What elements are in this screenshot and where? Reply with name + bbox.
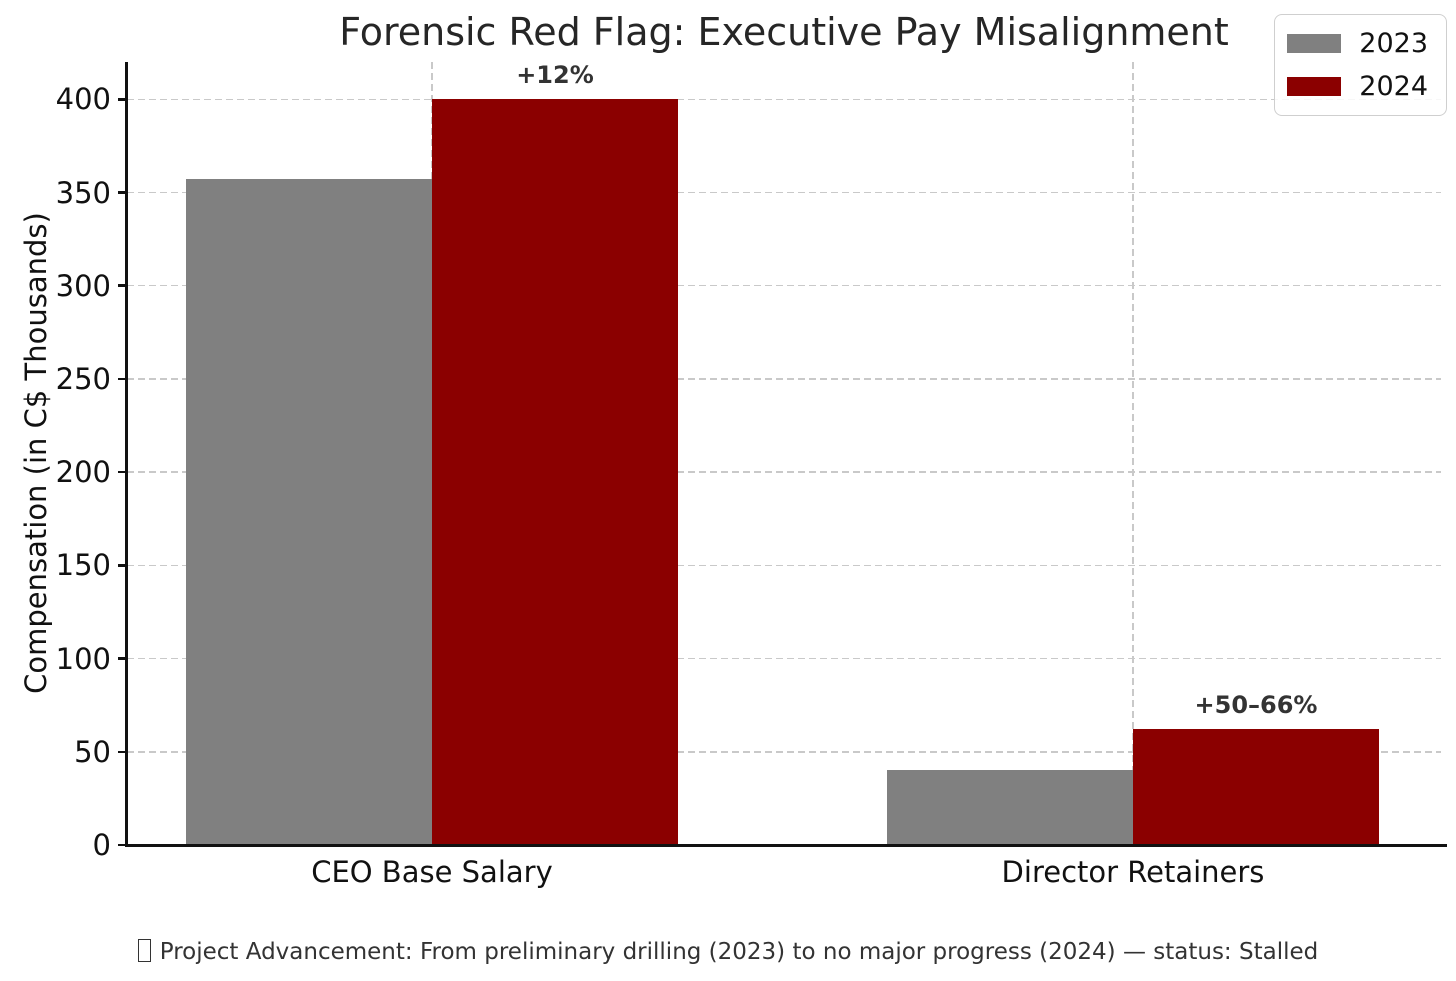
y-gridline-150 <box>127 564 1441 567</box>
y-tick-label-300: 300 <box>55 268 111 303</box>
y-tick-mark-400 <box>118 98 127 101</box>
y-gridline-250 <box>127 378 1441 380</box>
x-gridline-1 <box>1132 62 1134 845</box>
y-tick-label-50: 50 <box>74 734 111 769</box>
bar-annotation-1: +50–66% <box>1194 691 1318 720</box>
x-axis-spine <box>125 844 1447 847</box>
y-tick-mark-150 <box>118 564 127 567</box>
y-gridline-50 <box>127 751 1441 753</box>
bar-annotation-0: +12% <box>516 61 594 90</box>
y-axis-spine <box>125 62 128 845</box>
footnote-caption: Project Advancement: From preliminary dr… <box>0 939 1456 965</box>
legend-item-2024: 2024 <box>1287 71 1428 102</box>
y-gridline-350 <box>127 191 1441 194</box>
y-tick-label-200: 200 <box>55 455 111 490</box>
y-gridline-300 <box>127 284 1441 287</box>
y-tick-mark-350 <box>118 191 127 194</box>
y-tick-mark-200 <box>118 470 127 474</box>
y-gridline-400 <box>127 98 1441 101</box>
y-tick-label-400: 400 <box>55 82 111 117</box>
y-tick-label-100: 100 <box>55 641 111 676</box>
y-tick-mark-300 <box>118 284 127 287</box>
legend-swatch-2024 <box>1287 77 1342 96</box>
y-tick-label-150: 150 <box>55 548 111 583</box>
y-tick-label-0: 0 <box>92 828 111 862</box>
y-gridline-200 <box>127 471 1441 473</box>
bar-2024-director-retainers <box>1132 729 1379 845</box>
y-gridline-100 <box>127 657 1441 660</box>
legend: 2023 2024 <box>1274 14 1447 116</box>
y-tick-label-250: 250 <box>55 361 111 396</box>
y-tick-label-350: 350 <box>55 175 111 210</box>
y-tick-mark-100 <box>118 657 127 660</box>
y-tick-mark-50 <box>118 750 127 754</box>
bar-2024-ceo-base-salary <box>431 99 678 845</box>
missing-glyph-icon <box>137 939 151 962</box>
chart-title: Forensic Red Flag: Executive Pay Misalig… <box>339 10 1229 54</box>
legend-label-2024: 2024 <box>1359 71 1428 102</box>
legend-swatch-2023 <box>1287 34 1342 53</box>
bar-2023-director-retainers <box>886 770 1133 845</box>
y-tick-mark-250 <box>118 377 127 381</box>
footnote-caption-text: Project Advancement: From preliminary dr… <box>159 939 1319 965</box>
x-tick-label-1: Director Retainers <box>1001 855 1265 889</box>
x-tick-label-0: CEO Base Salary <box>311 855 553 889</box>
plot-area: 0 50 100 150 200 250 300 350 400 +12% +50–66% CEO B… <box>56 61 1447 889</box>
bar-2023-ceo-base-salary <box>185 179 432 845</box>
legend-item-2023: 2023 <box>1287 28 1428 59</box>
y-tick-mark-0 <box>118 843 127 847</box>
legend-label-2023: 2023 <box>1359 28 1428 59</box>
